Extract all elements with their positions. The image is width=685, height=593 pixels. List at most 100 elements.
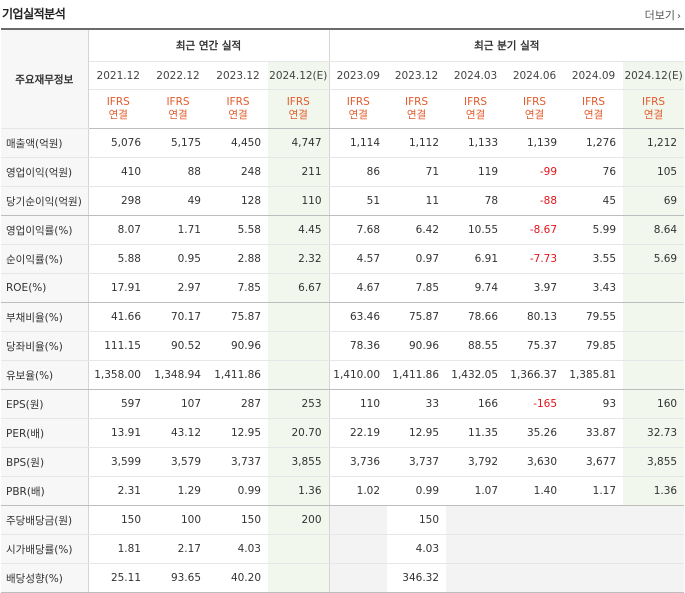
value-cell (505, 505, 565, 535)
more-link[interactable]: 더보기 › (644, 9, 681, 22)
row-label: ROE(%) (1, 273, 89, 303)
value-cell: 71 (387, 157, 447, 187)
value-cell: 1,114 (328, 128, 388, 158)
value-cell: 111.15 (88, 331, 148, 361)
value-cell (268, 331, 330, 361)
value-cell (623, 505, 685, 535)
value-cell: 78 (446, 186, 506, 216)
row-label: 매출액(억원) (1, 128, 89, 158)
value-cell: 90.96 (208, 331, 268, 361)
value-cell: 3.43 (564, 273, 624, 303)
value-cell: 2.97 (148, 273, 208, 303)
value-cell: 75.87 (208, 302, 268, 332)
value-cell: 88.55 (446, 331, 506, 361)
value-cell: 2.17 (148, 534, 208, 564)
value-cell: -88 (505, 186, 565, 216)
accounting-standard-header: IFRS 연결 (387, 89, 447, 129)
value-cell: 41.66 (88, 302, 148, 332)
consolidation-label: 연결 (524, 109, 545, 121)
value-cell: 8.07 (88, 215, 148, 245)
value-cell: 35.26 (505, 418, 565, 448)
value-cell: 4.57 (328, 244, 388, 274)
value-cell: 5,175 (148, 128, 208, 158)
value-cell: 3,736 (328, 447, 388, 477)
standard-label: IFRS (463, 96, 488, 108)
value-cell: 5.88 (88, 244, 148, 274)
standard-label: IFRS (642, 96, 666, 108)
standard-label: IFRS (404, 96, 429, 108)
value-cell: 5.58 (208, 215, 268, 245)
value-cell: 0.97 (387, 244, 447, 274)
value-cell: 4.03 (387, 534, 447, 564)
value-cell: 3,677 (564, 447, 624, 477)
section-title: 기업실적분석 (2, 7, 66, 21)
value-cell: 597 (88, 389, 148, 419)
table-row: PBR(배) 2.31 1.29 0.99 1.36 1.02 0.99 1.07 1.40 1.… (1, 476, 685, 506)
value-cell: 4,450 (208, 128, 268, 158)
value-cell: 3,630 (505, 447, 565, 477)
accounting-standard-header: IFRS 연결 (564, 89, 624, 129)
value-cell: 6.91 (446, 244, 506, 274)
standard-label: IFRS (106, 96, 130, 108)
table-row: 당좌비율(%) 111.15 90.52 90.96 78.36 90.96 88.55 75… (1, 331, 685, 361)
value-cell: 70.17 (148, 302, 208, 332)
standard-label: IFRS (581, 96, 606, 108)
value-cell (564, 505, 624, 535)
table-row: 주당배당금(원) 150 100 150 200 150 (1, 505, 685, 535)
value-cell: 43.12 (148, 418, 208, 448)
standard-header-row: IFRS 연결 IFRS 연결 IFRS 연결 IFRS 연결 IFRS 연결 IFRS 연결 IFRS… (1, 89, 685, 129)
period-header: 2024.06 (505, 61, 565, 90)
value-cell: 78.66 (446, 302, 506, 332)
value-cell: 1,133 (446, 128, 506, 158)
value-cell: 1.71 (148, 215, 208, 245)
value-cell: 1.29 (148, 476, 208, 506)
table-row: 영업이익률(%) 8.07 1.71 5.58 4.45 7.68 6.42 10.55 -8.… (1, 215, 685, 245)
value-cell: 79.85 (564, 331, 624, 361)
value-cell: 1,410.00 (328, 360, 388, 390)
value-cell: 8.64 (623, 215, 685, 245)
value-cell: 45 (564, 186, 624, 216)
value-cell: 3,737 (387, 447, 447, 477)
value-cell: 1.36 (268, 476, 330, 506)
accounting-standard-header: IFRS 연결 (88, 89, 148, 129)
value-cell: 1,358.00 (88, 360, 148, 390)
value-cell: 107 (148, 389, 208, 419)
value-cell: 1,139 (505, 128, 565, 158)
standard-label: IFRS (522, 96, 547, 108)
row-label: 주당배당금(원) (1, 505, 89, 535)
value-cell: 248 (208, 157, 268, 187)
value-cell: 4.03 (208, 534, 268, 564)
value-cell: 119 (446, 157, 506, 187)
value-cell: -99 (505, 157, 565, 187)
value-cell: 150 (208, 505, 268, 535)
value-cell: 25.11 (88, 563, 148, 593)
value-cell: 1.02 (328, 476, 388, 506)
standard-label: IFRS (166, 96, 190, 108)
table-row: 부채비율(%) 41.66 70.17 75.87 63.46 75.87 78.66 80.… (1, 302, 685, 332)
standard-label: IFRS (346, 96, 370, 108)
value-cell: 211 (268, 157, 330, 187)
value-cell: 346.32 (387, 563, 447, 593)
standard-label: IFRS (226, 96, 250, 108)
value-cell: 93.65 (148, 563, 208, 593)
period-header: 2022.12 (148, 61, 208, 90)
period-header-row: 2021.12 2022.12 2023.12 2024.12(E) 2023.09 20… (1, 61, 685, 90)
value-cell: 1.36 (623, 476, 685, 506)
value-cell: 4.67 (328, 273, 388, 303)
period-header: 2024.12(E) (623, 61, 685, 90)
consolidation-label: 연결 (465, 109, 486, 121)
table-row: 매출액(억원) 5,076 5,175 4,450 4,747 1,114 1,112 1,1… (1, 128, 685, 158)
value-cell: 410 (88, 157, 148, 187)
value-cell (446, 563, 506, 593)
value-cell: 1,276 (564, 128, 624, 158)
value-cell: 22.19 (328, 418, 388, 448)
value-cell: 0.99 (208, 476, 268, 506)
value-cell: 5.99 (564, 215, 624, 245)
table-row: 시가배당률(%) 1.81 2.17 4.03 4.03 (1, 534, 685, 564)
value-cell: 4,747 (268, 128, 330, 158)
consolidation-label: 연결 (583, 109, 604, 121)
chevron-right-icon: › (677, 11, 681, 22)
value-cell: 298 (88, 186, 148, 216)
value-cell: 2.32 (268, 244, 330, 274)
value-cell: 40.20 (208, 563, 268, 593)
